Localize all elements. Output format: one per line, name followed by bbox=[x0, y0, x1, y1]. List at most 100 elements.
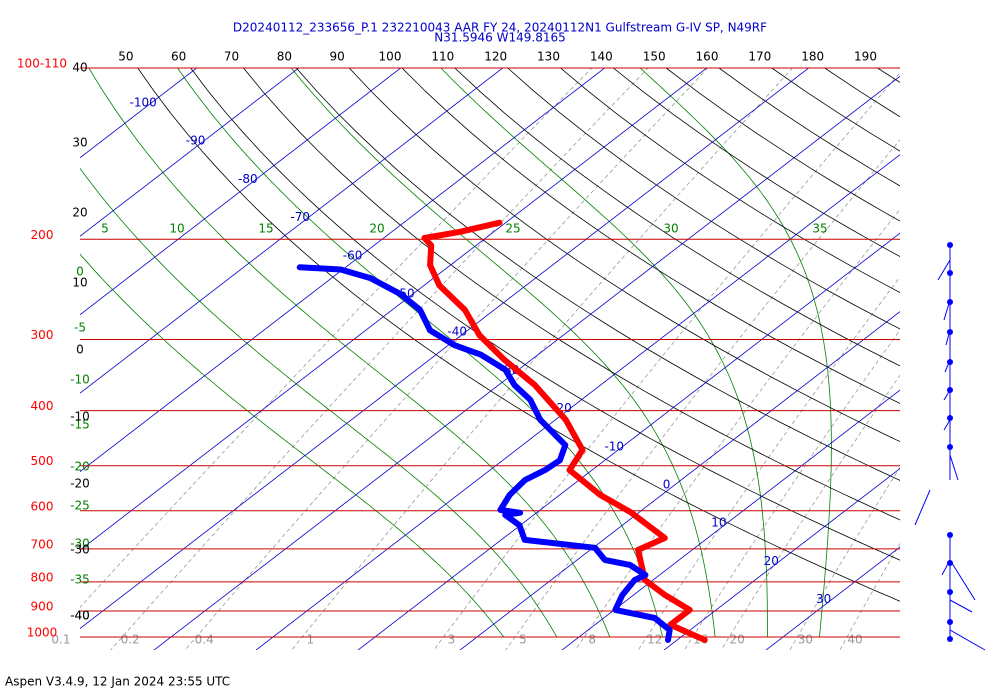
dry-adiabat bbox=[190, 68, 900, 561]
isotherm-label: -40 bbox=[447, 325, 467, 339]
isotherm bbox=[153, 75, 900, 650]
chart-title: D20240112_233656_P.1 232210043 AAR FY 24… bbox=[233, 21, 767, 35]
dry-adiabat-label: 180 bbox=[801, 50, 824, 64]
dry-adiabat bbox=[454, 68, 900, 367]
dry-adiabat-label: 170 bbox=[748, 50, 771, 64]
black-label: 30 bbox=[72, 136, 87, 150]
mixing-ratio-label: 5 bbox=[519, 633, 527, 647]
isotherm bbox=[80, 68, 402, 316]
green-label: -30 bbox=[70, 537, 90, 551]
black-label: 20 bbox=[72, 206, 87, 220]
green-label: -35 bbox=[70, 573, 90, 587]
plot-area bbox=[80, 68, 900, 650]
isotherm bbox=[357, 232, 900, 650]
moist-adiabat bbox=[88, 68, 611, 638]
mixing-ratio-label: 30 bbox=[798, 633, 813, 647]
green-label: 0 bbox=[76, 265, 84, 279]
isotherm-label: -100 bbox=[130, 96, 157, 110]
dry-adiabat-label: 160 bbox=[696, 50, 719, 64]
dry-adiabat bbox=[507, 68, 900, 330]
mixing-ratio-line bbox=[789, 466, 900, 650]
isotherm-label: 30 bbox=[816, 592, 831, 606]
isotherm-label: -90 bbox=[186, 134, 206, 148]
mixing-ratio-label: 0.4 bbox=[195, 633, 214, 647]
dry-adiabat-label: 60 bbox=[171, 50, 186, 64]
green-label: -10 bbox=[70, 373, 90, 387]
isotherm bbox=[561, 389, 900, 650]
mixing-ratio-line bbox=[839, 542, 900, 650]
moist-adiabat-label: 10 bbox=[169, 222, 184, 236]
black-label: 0 bbox=[76, 343, 84, 357]
mixing-ratio-line bbox=[110, 68, 649, 650]
pressure-label: 800 bbox=[31, 570, 54, 584]
dry-adiabat bbox=[824, 68, 900, 118]
dry-adiabat-label: 100 bbox=[379, 50, 402, 64]
isotherm-label: 10 bbox=[711, 516, 726, 530]
chart-subtitle: N31.5946 W149.8165 bbox=[434, 31, 566, 45]
black-label: 40 bbox=[72, 61, 87, 75]
green-label: -40 bbox=[70, 609, 90, 623]
dry-adiabat bbox=[401, 68, 900, 404]
dry-adiabat-label: 110 bbox=[431, 50, 454, 64]
isotherm bbox=[80, 68, 300, 237]
dry-adiabat-label: 70 bbox=[224, 50, 239, 64]
isotherm-label: -60 bbox=[343, 248, 363, 262]
isotherm bbox=[255, 154, 900, 650]
mixing-ratio-line bbox=[684, 329, 900, 650]
moist-adiabat-label: 30 bbox=[663, 222, 678, 236]
barbs bbox=[914, 259, 986, 651]
dry-adiabat bbox=[348, 68, 900, 443]
mixing-ratio-label: 0.1 bbox=[51, 633, 70, 647]
isotherm bbox=[80, 68, 504, 394]
isotherm bbox=[765, 546, 900, 650]
black-label: -40 bbox=[70, 609, 90, 623]
dry-adiabat-label: 120 bbox=[484, 50, 507, 64]
isotherm-label: -80 bbox=[238, 172, 258, 186]
isotherm bbox=[663, 468, 900, 650]
moist-adiabat-label: 5 bbox=[101, 222, 109, 236]
moist-adiabat-label: 25 bbox=[505, 222, 520, 236]
mixing-ratio-line bbox=[505, 139, 900, 650]
green-label: -15 bbox=[70, 418, 90, 432]
isotherm bbox=[459, 311, 900, 650]
isotherm-label: -70 bbox=[290, 210, 310, 224]
dry-adiabat bbox=[718, 68, 900, 187]
dry-adiabat bbox=[295, 68, 900, 481]
green-label: -5 bbox=[74, 321, 86, 335]
pressure-label: 100-110 bbox=[17, 57, 67, 71]
mixing-ratio-line bbox=[720, 374, 900, 650]
dry-adiabat bbox=[242, 68, 900, 521]
isotherm bbox=[80, 68, 810, 630]
dry-adiabat-label: 150 bbox=[643, 50, 666, 64]
isotherm bbox=[80, 68, 708, 551]
black-label: -10 bbox=[70, 410, 90, 424]
moist-adiabat-label: 15 bbox=[258, 222, 273, 236]
mixing-ratio-line bbox=[637, 276, 900, 650]
isotherm-label: 20 bbox=[764, 554, 779, 568]
pressure-label: 500 bbox=[31, 454, 54, 468]
pressure-label: 300 bbox=[31, 328, 54, 342]
mixing-ratio-line bbox=[291, 68, 794, 650]
mixing-ratio-label: 0.2 bbox=[121, 633, 140, 647]
footer: Aspen V3.4.9, 12 Jan 2024 23:55 UTC bbox=[5, 675, 230, 689]
mixing-ratio-label: 1 bbox=[306, 633, 314, 647]
mixing-ratio-label: 20 bbox=[730, 633, 745, 647]
dry-adiabat bbox=[876, 68, 900, 83]
dry-adiabat-label: 50 bbox=[118, 50, 133, 64]
moist-adiabat bbox=[80, 253, 505, 638]
moist-adiabat bbox=[639, 68, 832, 638]
dry-adiabat-label: 80 bbox=[277, 50, 292, 64]
wind-barbs bbox=[914, 242, 986, 651]
isotherm bbox=[80, 68, 606, 473]
dry-adiabat bbox=[612, 68, 900, 257]
black-label: -20 bbox=[70, 477, 90, 491]
isotherm bbox=[80, 68, 198, 159]
black-label: -30 bbox=[70, 543, 90, 557]
dry-adiabat bbox=[137, 68, 900, 602]
black-label: 10 bbox=[72, 276, 87, 290]
dewpoint-trace bbox=[296, 264, 673, 643]
mixing-ratio-label: 40 bbox=[847, 633, 862, 647]
barb-dots bbox=[947, 242, 953, 642]
mixing-ratio-line bbox=[80, 68, 593, 608]
dry-adiabat bbox=[665, 68, 900, 222]
